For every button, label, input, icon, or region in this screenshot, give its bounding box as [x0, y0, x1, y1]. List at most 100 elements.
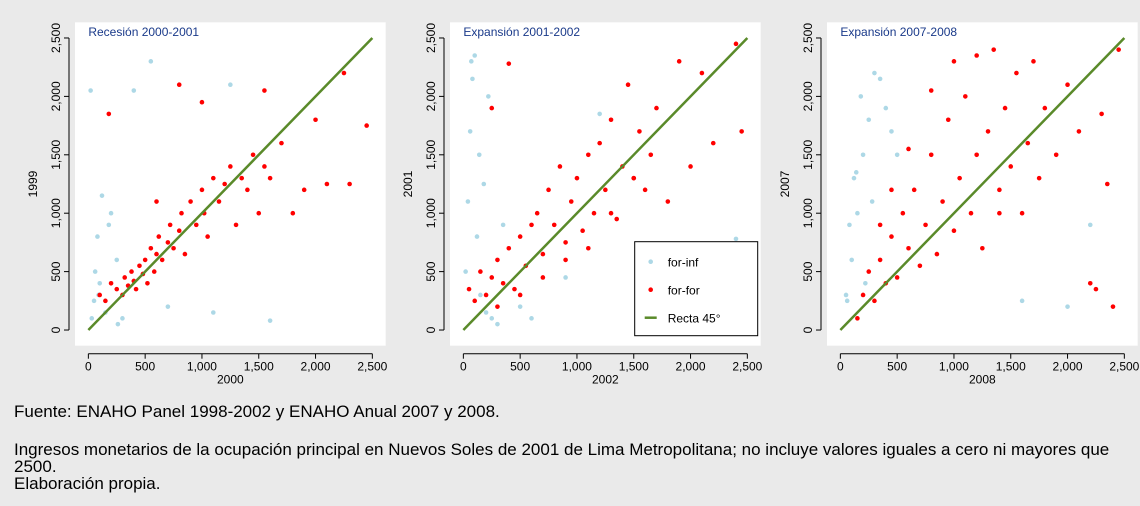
point [267, 175, 273, 181]
point [262, 164, 267, 169]
y-tick-label: 500 [49, 261, 63, 281]
panel-title: Recesión 2000-2001 [88, 25, 199, 39]
point [145, 280, 150, 286]
point [239, 175, 245, 181]
point [974, 53, 979, 58]
point [733, 41, 739, 47]
point [290, 210, 296, 216]
y-tick-label: 0 [801, 326, 815, 333]
point [199, 99, 205, 105]
y-tick-label: 0 [424, 326, 438, 333]
point [465, 199, 471, 204]
source-note: Fuente: ENAHO Panel 1998-2002 y ENAHO An… [14, 402, 500, 421]
point [483, 310, 489, 315]
point [517, 234, 523, 239]
point [739, 129, 744, 134]
point [625, 82, 631, 88]
point [597, 140, 602, 146]
point [529, 222, 534, 228]
reference-line [462, 37, 749, 331]
y-tick-label: 500 [801, 261, 815, 281]
point [506, 245, 512, 251]
point [106, 222, 112, 228]
point [92, 269, 98, 274]
legend: for-inf for-for Recta 45° [634, 241, 759, 337]
point [968, 210, 974, 216]
point [114, 257, 120, 263]
y-tick-label: 1,000 [424, 198, 438, 228]
chart: 0 500 1,000 1,500 2,000 2,500 0 500 1,000 1,500 2,… [26, 22, 1140, 387]
point [120, 316, 125, 321]
point [951, 228, 957, 234]
y-tick-label: 0 [49, 326, 63, 333]
point [472, 53, 478, 58]
point [1025, 140, 1031, 146]
point [557, 164, 563, 169]
point [1076, 129, 1082, 134]
point [906, 146, 911, 152]
point [843, 292, 849, 298]
point [945, 117, 951, 123]
legend-label: Recta 45° [668, 312, 721, 326]
point [216, 199, 222, 204]
point [103, 298, 108, 304]
point [665, 199, 671, 204]
point [1116, 47, 1121, 52]
x-tick-label: 2,500 [357, 360, 387, 374]
point [889, 129, 894, 134]
point [481, 181, 487, 187]
point [222, 181, 227, 187]
point [495, 304, 500, 309]
point [923, 222, 928, 228]
y-axis-title: 2007 [778, 170, 792, 197]
point [963, 94, 968, 99]
x-tick-label: 1,500 [996, 360, 1026, 374]
x-tick-label: 1,000 [562, 360, 592, 374]
x-tick-label: 2,000 [676, 360, 706, 374]
point [563, 240, 568, 245]
point [1087, 222, 1093, 228]
point [148, 245, 154, 251]
point [470, 76, 475, 82]
point [883, 105, 889, 111]
legend-box [634, 241, 759, 337]
point [534, 210, 540, 216]
point [1008, 164, 1014, 169]
point [917, 263, 923, 269]
x-tick-label: 0 [460, 360, 467, 374]
x-tick-label: 1,000 [939, 360, 969, 374]
point [91, 298, 97, 304]
point [171, 245, 176, 251]
point [133, 286, 139, 292]
point [1019, 210, 1025, 216]
point [928, 88, 934, 93]
point [546, 187, 551, 193]
point [940, 199, 945, 204]
point [1087, 280, 1093, 286]
point [142, 257, 148, 263]
y-tick-label: 2,000 [801, 81, 815, 111]
y-tick-label: 1,500 [49, 139, 63, 169]
point [199, 187, 205, 193]
point [568, 199, 574, 204]
point [851, 175, 857, 181]
x-tick-label: 1,500 [619, 360, 649, 374]
y-tick-label: 1,000 [801, 198, 815, 228]
point [676, 59, 682, 64]
x-tick-label: 2,500 [1109, 360, 1139, 374]
point [872, 70, 877, 76]
point [489, 316, 495, 321]
point [165, 240, 171, 245]
point [855, 210, 860, 216]
point [97, 292, 103, 298]
point [193, 222, 199, 228]
point [1053, 152, 1059, 158]
x-tick-label: 500 [135, 360, 155, 374]
point [688, 164, 693, 169]
y-tick-label: 1,500 [801, 139, 815, 169]
y-tick-label: 2,500 [49, 23, 63, 53]
point [341, 70, 347, 76]
point [506, 61, 512, 66]
legend-label: for-inf [668, 256, 699, 270]
point [563, 257, 568, 263]
